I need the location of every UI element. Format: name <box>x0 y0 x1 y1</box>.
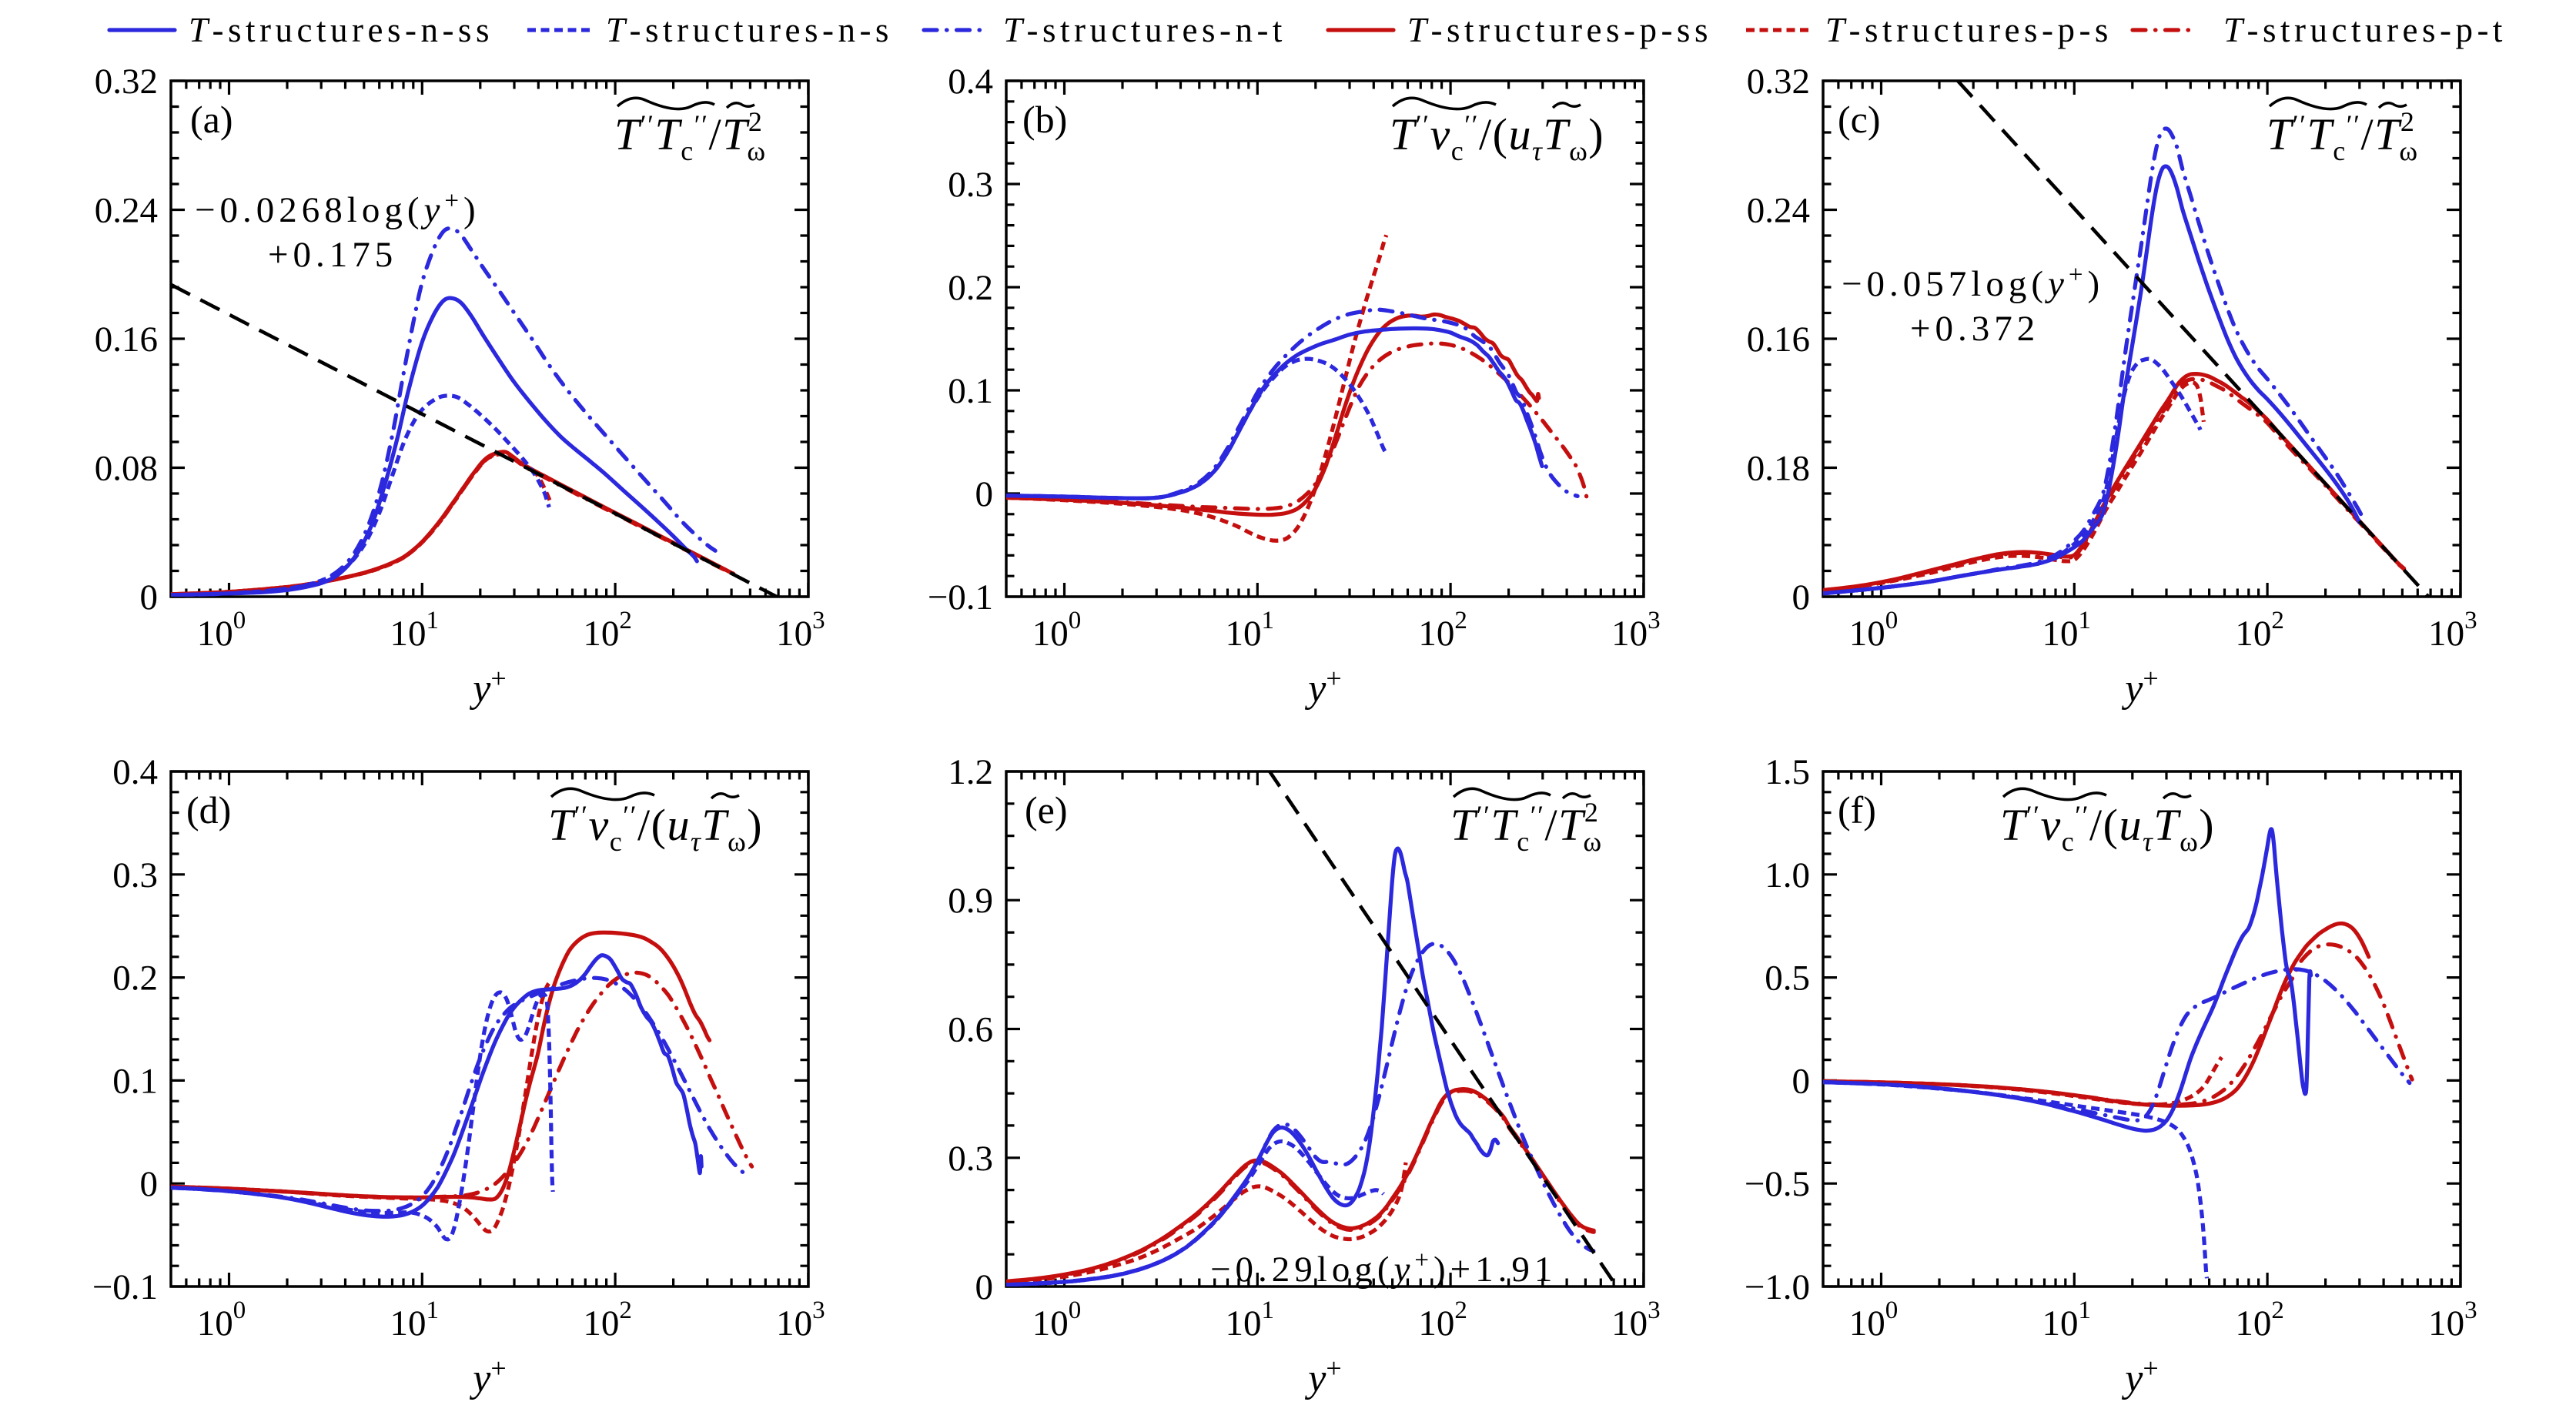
svg-text:102: 102 <box>1418 1297 1467 1343</box>
svg-text:101: 101 <box>390 607 440 654</box>
svg-text:0.6: 0.6 <box>948 1010 993 1050</box>
svg-text:0.1: 0.1 <box>948 371 993 411</box>
svg-text:103: 103 <box>776 607 825 654</box>
svg-text:0.2: 0.2 <box>112 959 158 999</box>
svg-text:1.0: 1.0 <box>1765 855 1810 895</box>
svg-text:T-structures-p-s: T-structures-p-s <box>1825 11 2113 49</box>
svg-text:T-structures-n-t: T-structures-n-t <box>1003 11 1286 49</box>
svg-text:0.24: 0.24 <box>1747 191 1810 231</box>
svg-text:0: 0 <box>1792 1061 1811 1101</box>
svg-text:y+: y+ <box>469 663 506 711</box>
svg-text:0: 0 <box>975 1267 994 1307</box>
svg-text:0.32: 0.32 <box>1747 62 1810 102</box>
svg-text:−0.5: −0.5 <box>1745 1164 1810 1204</box>
svg-text:0.24: 0.24 <box>95 191 158 231</box>
svg-text:0.4: 0.4 <box>112 752 158 792</box>
svg-text:0.2: 0.2 <box>948 268 993 308</box>
svg-text:−0.29log(y+)+1.91: −0.29log(y+)+1.91 <box>1210 1246 1557 1290</box>
svg-text:103: 103 <box>2428 1297 2477 1343</box>
svg-text:+0.175: +0.175 <box>268 235 397 275</box>
svg-text:T-structures-p-t: T-structures-p-t <box>2223 11 2507 49</box>
svg-text:T′′Tc′′/T2ω: T′′Tc′′/T2 ω <box>1450 797 1603 857</box>
svg-text:−0.0268log(y+): −0.0268log(y+) <box>195 187 480 230</box>
svg-text:1.2: 1.2 <box>948 752 993 792</box>
svg-text:−0.1: −0.1 <box>92 1267 158 1307</box>
svg-text:0: 0 <box>975 474 994 514</box>
svg-text:0.08: 0.08 <box>95 449 158 489</box>
svg-text:0: 0 <box>1792 577 1811 617</box>
svg-text:0.4: 0.4 <box>948 62 993 102</box>
svg-text:0.1: 0.1 <box>112 1061 158 1101</box>
svg-text:0.5: 0.5 <box>1765 959 1810 999</box>
svg-text:(e): (e) <box>1025 788 1068 831</box>
svg-text:T-structures-p-ss: T-structures-p-ss <box>1407 11 1712 49</box>
svg-text:101: 101 <box>390 1297 440 1343</box>
svg-text:(d): (d) <box>186 788 231 831</box>
svg-text:0.3: 0.3 <box>948 165 993 205</box>
svg-text:y+: y+ <box>1304 1353 1341 1400</box>
svg-text:0.3: 0.3 <box>112 855 158 895</box>
svg-text:0: 0 <box>140 1164 159 1204</box>
svg-text:102: 102 <box>2235 1297 2284 1343</box>
svg-text:y+: y+ <box>469 1353 506 1400</box>
svg-text:1.5: 1.5 <box>1765 752 1810 792</box>
svg-text:T-structures-n-s: T-structures-n-s <box>606 11 893 49</box>
svg-text:y+: y+ <box>1304 663 1341 711</box>
svg-text:−0.1: −0.1 <box>928 577 993 617</box>
svg-text:T′′Tc′′/T2ω: T′′Tc′′/T2 ω <box>614 106 767 166</box>
svg-text:0.9: 0.9 <box>948 881 993 921</box>
svg-text:y+: y+ <box>2121 663 2158 711</box>
svg-text:101: 101 <box>2042 1297 2092 1343</box>
svg-text:+0.372: +0.372 <box>1910 309 2039 349</box>
svg-text:0.16: 0.16 <box>95 320 158 360</box>
svg-text:T-structures-n-ss: T-structures-n-ss <box>189 11 493 49</box>
svg-text:(b): (b) <box>1022 98 1067 141</box>
svg-text:T′′vc′′/(uτTω): T′′vc′′/(uτTω) <box>1390 109 1604 166</box>
svg-text:y+: y+ <box>2121 1353 2158 1400</box>
svg-text:0.32: 0.32 <box>95 62 158 102</box>
svg-text:T′′vc′′/(uτTω): T′′vc′′/(uτTω) <box>548 800 763 857</box>
svg-text:−1.0: −1.0 <box>1745 1267 1810 1307</box>
svg-text:−0.057log(y+): −0.057log(y+) <box>1842 261 2104 304</box>
svg-text:0.16: 0.16 <box>1747 320 1810 360</box>
svg-text:T′′vc′′/(uτTω): T′′vc′′/(uτTω) <box>2000 800 2215 857</box>
svg-text:0: 0 <box>140 577 159 617</box>
svg-text:(f): (f) <box>1838 788 1876 831</box>
svg-text:(c): (c) <box>1838 98 1881 141</box>
svg-text:(a): (a) <box>190 98 233 141</box>
svg-text:T′′Tc′′/T2ω: T′′Tc′′/T2 ω <box>2267 106 2419 166</box>
svg-text:0.18: 0.18 <box>1747 449 1810 489</box>
svg-text:0.3: 0.3 <box>948 1139 993 1179</box>
